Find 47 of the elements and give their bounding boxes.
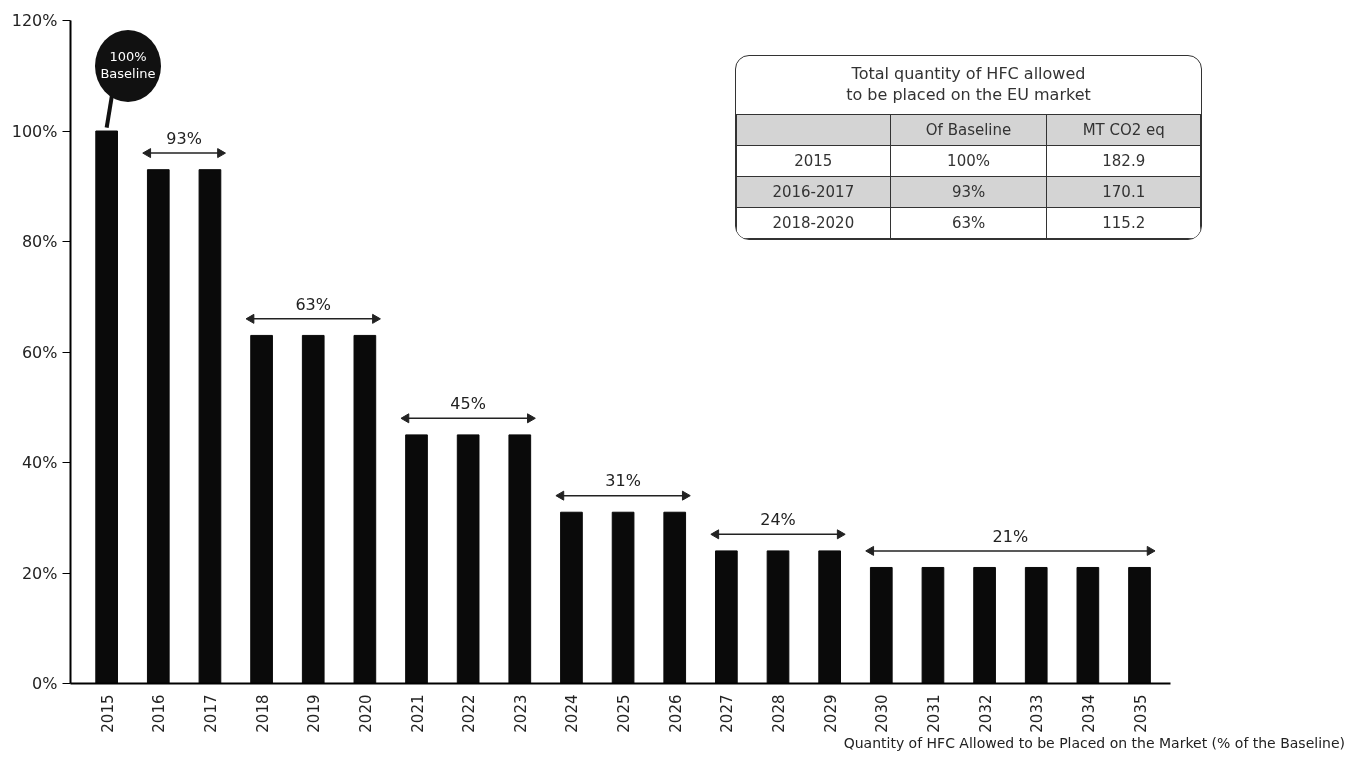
- x-tick-label: 2018: [253, 694, 272, 733]
- x-tick-label: 2016: [150, 694, 169, 733]
- x-tick-label: 2019: [305, 694, 324, 733]
- x-tick-label: 2015: [98, 694, 117, 733]
- annotation: 2018-2020: [736, 207, 891, 239]
- y-tick-label: 20%: [21, 563, 58, 583]
- annotation: 182.9: [1046, 145, 1201, 177]
- annotation: 2015: [736, 145, 891, 177]
- annotation: 93%: [890, 176, 1047, 208]
- annotation: 63%: [295, 294, 331, 314]
- annotation: 100%: [890, 145, 1047, 177]
- x-tick-label: 2026: [666, 694, 685, 733]
- x-tick-label: 2024: [563, 694, 582, 733]
- annotation: 45%: [450, 394, 486, 413]
- annotation: MT CO2 eq: [1046, 114, 1201, 146]
- y-tick-label: 80%: [21, 232, 58, 251]
- annotation: Total quantity of HFC allowed to be placed on the EU market: [845, 63, 1092, 106]
- y-tick-label: 120%: [11, 11, 58, 30]
- x-tick-label: 2031: [924, 694, 943, 733]
- annotation: 115.2: [1046, 207, 1201, 239]
- x-tick-label: 2028: [770, 694, 789, 733]
- annotation: 170.1: [1046, 176, 1201, 208]
- x-tick-label: 2027: [718, 694, 737, 733]
- x-tick-label: 2025: [615, 694, 634, 733]
- x-tick-label: 2017: [201, 694, 220, 733]
- x-tick-label: 2034: [1079, 694, 1098, 733]
- x-tick-label: 2030: [873, 694, 892, 733]
- x-tick-label: 2020: [356, 694, 375, 733]
- x-tick-label: 2029: [821, 694, 840, 733]
- x-tick-label: 2032: [976, 694, 995, 733]
- annotation: Of Baseline: [890, 114, 1047, 146]
- y-tick-label: 0%: [32, 674, 58, 693]
- annotation: 93%: [166, 128, 202, 148]
- x-tick-label: 2035: [1131, 694, 1150, 733]
- x-tick-label: 2033: [1028, 694, 1047, 733]
- x-tick-label: 2021: [408, 694, 427, 733]
- x-tick-label: 2022: [460, 694, 479, 733]
- annotation: 31%: [605, 471, 641, 491]
- y-tick-label: 60%: [21, 342, 58, 362]
- annotation: 24%: [760, 510, 796, 530]
- x-axis-title: Quantity of HFC Allowed to be Placed on the Market (% of the Baseline): [843, 735, 1345, 751]
- annotation: 2016-2017: [736, 176, 891, 208]
- y-tick-label: 100%: [11, 121, 58, 141]
- annotation: 63%: [890, 207, 1047, 239]
- annotation: 21%: [992, 526, 1029, 546]
- x-tick-label: 2023: [511, 694, 530, 733]
- y-tick-label: 40%: [21, 453, 58, 472]
